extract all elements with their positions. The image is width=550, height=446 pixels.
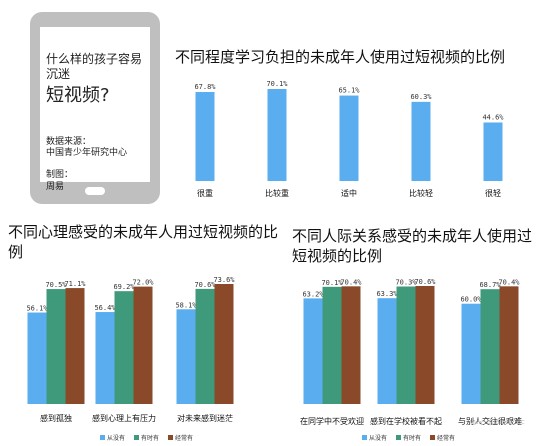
chart1-value-label: 44.6% xyxy=(482,113,504,121)
chart3-legend-swatch xyxy=(362,435,367,440)
chart3-bar xyxy=(499,286,519,404)
chart2-category-label: 感到心理上有压力 xyxy=(92,413,156,423)
chart1-category-label: 适中 xyxy=(341,188,357,198)
chart3-legend-swatch xyxy=(430,435,435,440)
chart3-value-label: 70.4% xyxy=(340,278,362,286)
chart3-value-label: 68.7% xyxy=(479,281,501,289)
chart2-bar xyxy=(27,312,47,404)
chart2-legend-label: 从没有 xyxy=(107,434,125,442)
chart1-category-label: 很重 xyxy=(197,188,213,198)
chart1-bar xyxy=(195,92,215,181)
maker-label: 制图： xyxy=(46,170,74,180)
chart3-legend-label: 有时有 xyxy=(403,434,421,442)
chart3-value-label: 70.6% xyxy=(414,278,436,286)
chart2-legend-label: 有时有 xyxy=(141,434,159,442)
chart2-bar xyxy=(176,309,196,404)
source-text: 中国青少年研究中心 xyxy=(46,148,128,158)
chart3-bar xyxy=(480,289,500,404)
chart1-bar xyxy=(411,101,431,181)
chart2-category-label: 对未来感到迷茫 xyxy=(177,413,233,423)
maker-text: 周易 xyxy=(46,182,65,192)
phone-home-button-icon xyxy=(85,187,105,195)
chart2-value-label: 56.1% xyxy=(26,305,48,313)
chart3-value-label: 70.4% xyxy=(498,278,520,286)
chart2-legend-swatch xyxy=(168,435,173,440)
chart2-bar xyxy=(95,312,115,404)
chart3-bar xyxy=(396,286,416,404)
chart3-value-label: 63.2% xyxy=(302,290,324,298)
chart2-bar xyxy=(195,288,215,404)
chart1-value-label: 65.1% xyxy=(338,87,360,95)
infographic-question: 什么样的孩子容易沉迷 xyxy=(46,52,143,81)
chart2-value-label: 56.4% xyxy=(94,304,116,312)
chart1-category-label: 比较轻 xyxy=(409,188,433,198)
phone-screen: 什么样的孩子容易沉迷 短视频? 数据来源： 中国青少年研究中心 制图： 周易 xyxy=(40,27,150,192)
chart1-category-label: 很轻 xyxy=(485,188,501,198)
chart2-value-label: 71.1% xyxy=(64,280,86,288)
chart3-bar xyxy=(377,298,397,404)
chart1-value-label: 60.3% xyxy=(410,93,432,101)
chart3-category-label: 感到在学校被看不起 xyxy=(370,416,442,426)
chart1-value-label: 67.8% xyxy=(194,83,216,91)
chart1-category-label: 比较重 xyxy=(265,188,289,198)
chart1-bar xyxy=(483,122,503,181)
chart2-legend-label: 经常有 xyxy=(175,434,193,442)
infographic-topic: 短视频? xyxy=(46,85,110,106)
chart2-bar xyxy=(46,289,66,404)
chart3-category-label: 在同学中不受欢迎 xyxy=(300,416,364,426)
chart1-bar xyxy=(267,89,287,181)
phone-illustration: 什么样的孩子容易沉迷 短视频? 数据来源： 中国青少年研究中心 制图： 周易 xyxy=(30,12,160,204)
chart2-category-label: 感到孤独 xyxy=(40,413,72,423)
chart3-category-label: 与别人交往很艰难 xyxy=(458,416,522,426)
chart3-value-label: 70.1% xyxy=(321,279,343,287)
chart2-value-label: 58.1% xyxy=(175,301,197,309)
chart3-legend-label: 从没有 xyxy=(369,434,387,442)
chart2-bar xyxy=(114,291,134,404)
chart2-bar xyxy=(65,288,85,404)
chart1-value-label: 70.1% xyxy=(266,80,288,88)
chart3-value-label: 63.3% xyxy=(376,290,398,298)
chart2-title: 不同心理感受的未成年人用过短视频的比例 xyxy=(8,223,279,261)
chart3-value-label: 60.0% xyxy=(460,296,482,304)
chart3-bar xyxy=(303,298,323,404)
source-label: 数据来源： xyxy=(46,137,92,147)
chart2-legend-swatch xyxy=(134,435,139,440)
chart3-bar xyxy=(322,286,342,404)
chart2-bar xyxy=(214,284,234,404)
chart1-bar xyxy=(339,95,359,181)
chart1-title: 不同程度学习负担的未成年人使用过短视频的比例 xyxy=(175,48,506,66)
chart3-legend-label: 经常有 xyxy=(437,434,455,442)
chart2-legend-swatch xyxy=(100,435,105,440)
chart2-value-label: 70.5% xyxy=(45,281,67,289)
chart2-value-label: 69.2% xyxy=(113,283,135,291)
chart2-value-label: 72.0% xyxy=(132,279,154,287)
chart2-value-label: 73.6% xyxy=(213,276,235,284)
chart2-bar xyxy=(133,286,153,404)
chart3-bar xyxy=(461,303,481,404)
chart3-legend-swatch xyxy=(396,435,401,440)
chart2-value-label: 70.6% xyxy=(194,281,216,289)
chart3-value-label: 70.3% xyxy=(395,279,417,287)
chart3-title: 不同人际关系感受的未成年人使用过短视频的比例 xyxy=(292,227,533,265)
watermark: www.quanxi.cc xyxy=(470,418,525,426)
chart3-bar xyxy=(341,286,361,404)
chart3-bar xyxy=(415,286,435,404)
